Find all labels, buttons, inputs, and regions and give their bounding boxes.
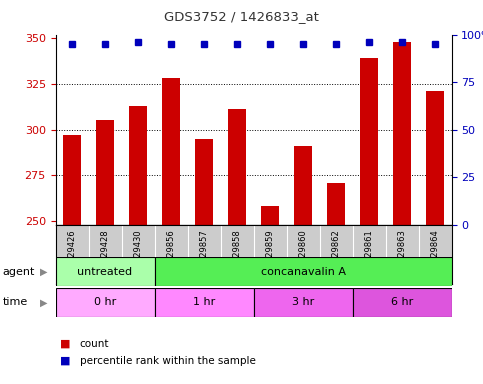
Bar [56,257,155,286]
Text: 3 hr: 3 hr [292,297,314,308]
Bar [195,139,213,225]
Bar [228,109,246,225]
Bar [393,42,411,225]
Text: GDS3752 / 1426833_at: GDS3752 / 1426833_at [164,10,319,23]
Text: percentile rank within the sample: percentile rank within the sample [80,356,256,366]
Text: GSM429859: GSM429859 [266,229,274,280]
Text: count: count [80,339,109,349]
Bar [155,288,254,317]
Text: GSM429864: GSM429864 [431,229,440,280]
Text: GSM429857: GSM429857 [199,229,209,280]
Text: agent: agent [2,266,35,277]
Bar [155,257,452,286]
Text: GSM429860: GSM429860 [298,229,308,280]
Text: 1 hr: 1 hr [193,297,215,308]
Bar [360,58,378,225]
Text: GSM429858: GSM429858 [233,229,242,280]
Bar [254,288,353,317]
Bar [426,91,444,225]
Text: GSM429430: GSM429430 [134,229,142,280]
Text: ▶: ▶ [40,297,47,308]
Text: GSM429426: GSM429426 [68,229,76,280]
Text: GSM429863: GSM429863 [398,229,407,280]
Bar [294,146,312,225]
Bar [327,183,345,225]
Text: 6 hr: 6 hr [391,297,413,308]
Text: ■: ■ [60,339,71,349]
Bar [96,121,114,225]
Text: untreated: untreated [77,266,133,277]
Text: GSM429856: GSM429856 [167,229,175,280]
Bar [261,206,279,225]
Bar [162,78,180,225]
Text: 0 hr: 0 hr [94,297,116,308]
Bar [353,288,452,317]
Bar [129,106,147,225]
Text: GSM429428: GSM429428 [100,229,110,280]
Text: GSM429862: GSM429862 [332,229,341,280]
Text: ■: ■ [60,356,71,366]
Bar [56,288,155,317]
Text: time: time [2,297,28,308]
Text: GSM429861: GSM429861 [365,229,373,280]
Bar [63,135,81,225]
Text: ▶: ▶ [40,266,47,277]
Text: concanavalin A: concanavalin A [261,266,345,277]
